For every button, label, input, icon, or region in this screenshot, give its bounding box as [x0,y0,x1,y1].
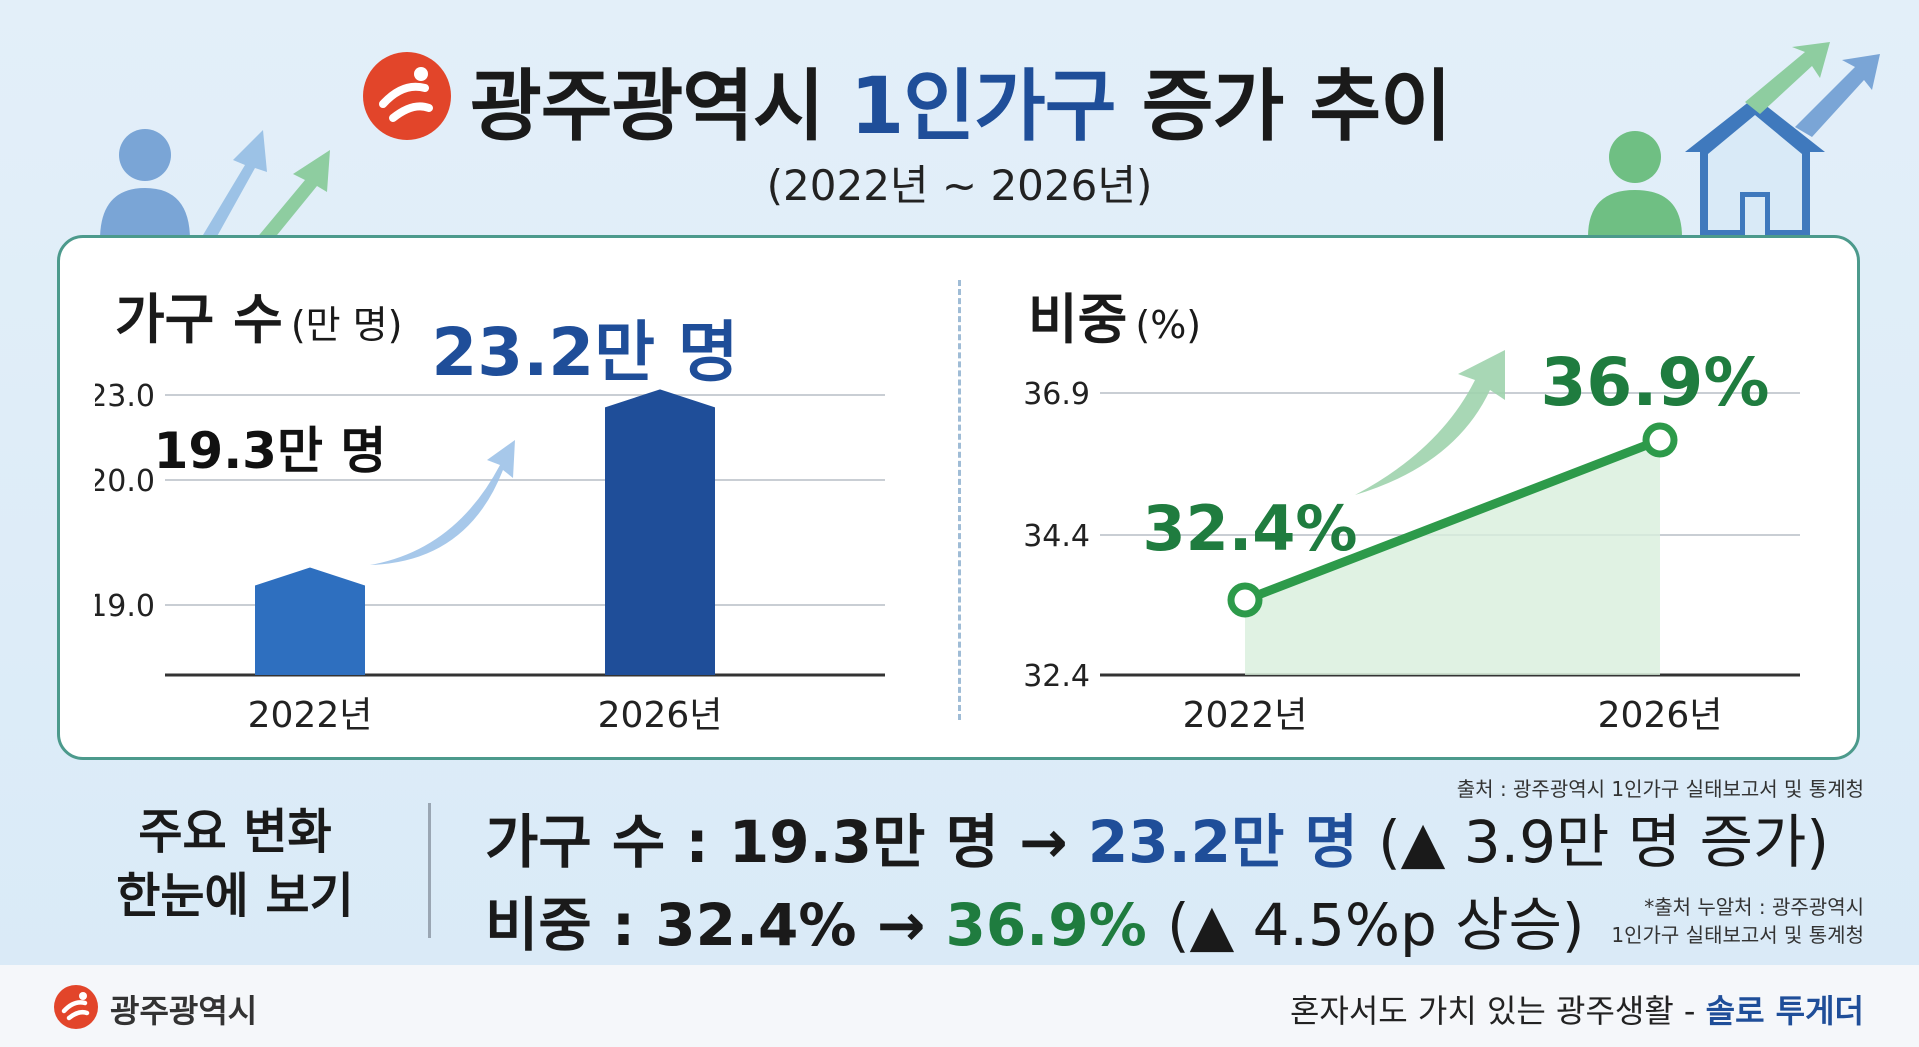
footer-org-name: 광주광역시 [110,992,258,1030]
share-chart-title: 비중 (%) [1028,288,1202,351]
page-title: 광주광역시 1인가구 증가 추이 [470,62,1452,152]
summary-heading-line1: 주요 변화 [138,804,332,860]
y-tick-label: 19.0 [95,589,155,624]
bar [605,389,715,675]
households-chart-title: 가구 수 (만 명) [115,288,403,351]
share-line-chart: 36.9 34.4 32.4 2022년 2026년 32.4% 36.9% [1023,344,1800,736]
data-label: 32.4% [1142,492,1357,565]
data-label: 19.3만 명 [154,422,387,480]
summary-households-line: 가구 수 : 19.3만 명 → 23.2만 명 (▲ 3.9만 명 증가) [485,808,1829,876]
summary-households-change: (▲ 3.9만 명 증가) [1378,808,1829,876]
y-tick-label: 23.0 [95,379,155,414]
households-bar-chart: 23.0 20.0 19.0 2022년 2026년 19.3만 명 23.2만 명 [95,314,885,736]
growth-arrow-icon [370,440,515,565]
gwangju-footer-logo-icon [54,985,98,1029]
summary-households-value: 23.2만 명 [1087,808,1358,876]
share-unit: (%) [1135,303,1202,347]
source-caption: 출처 : 광주광역시 1인가구 실태보고서 및 통계청 [1456,777,1864,801]
summary-share-value: 36.9% [945,891,1147,959]
footer-brand: 솔로 투게더 [1705,992,1864,1030]
footer-bar [0,965,1919,1047]
y-tick-label: 32.4 [1023,659,1090,694]
summary-heading-line2: 한눈에 보기 [116,868,354,924]
summary-share-change: (▲ 4.5%p 상승) [1166,891,1585,959]
summary-share-line: 비중 : 32.4% → 36.9% (▲ 4.5%p 상승) [485,891,1585,959]
footer-slogan: 혼자서도 가치 있는 광주생활 - 솔로 투게더 [1289,992,1864,1030]
x-tick-label: 2026년 [1598,695,1723,736]
growth-arrow-icon [1355,350,1505,495]
summary-divider [428,803,431,938]
data-label: 23.2만 명 [431,314,738,391]
summary-heading: 주요 변화 한눈에 보기 [95,800,375,928]
data-point [1642,422,1678,458]
x-tick-label: 2022년 [248,695,373,736]
page-subtitle: (2022년 ~ 2026년) [766,161,1153,210]
households-unit: (만 명) [290,303,403,347]
y-tick-label: 34.4 [1023,519,1090,554]
person-house-growth-right-icon [1588,42,1880,237]
x-tick-label: 2026년 [598,695,723,736]
data-point [1227,582,1263,618]
y-tick-label: 36.9 [1023,377,1090,412]
gwangju-logo-icon [363,52,451,140]
data-label: 36.9% [1541,344,1770,421]
x-tick-label: 2022년 [1183,695,1308,736]
area-fill [1245,440,1660,675]
y-tick-label: 20.0 [95,464,155,499]
bar [255,567,365,675]
series-line [1240,435,1665,605]
source-note: *출처 누알처 : 광주광역시 1인가구 실태보고서 및 통계청 [1611,895,1864,947]
person-growth-left-icon [100,129,330,240]
panel-divider [958,280,961,720]
